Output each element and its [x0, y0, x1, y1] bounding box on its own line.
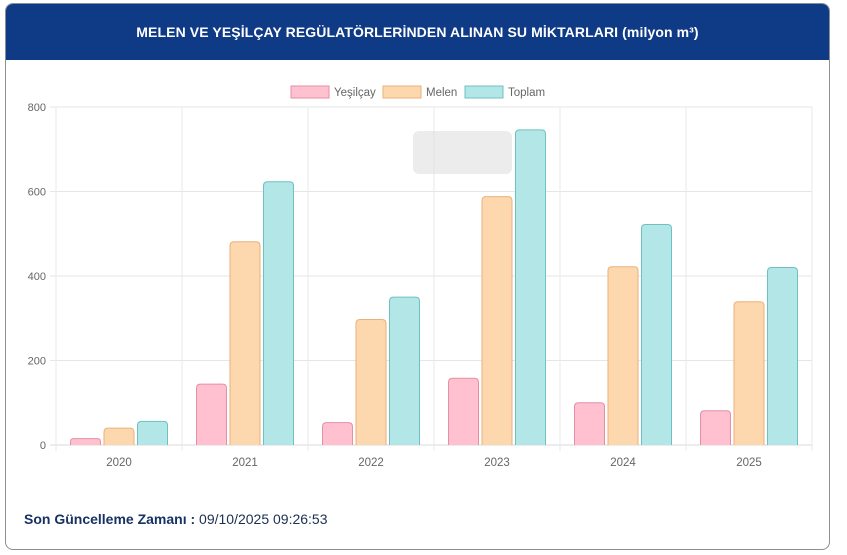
bar-border [607, 266, 639, 445]
legend-label: Toplam [508, 87, 545, 99]
bar-border [322, 422, 353, 445]
legend-label: Yeşilçay [334, 87, 376, 99]
bar-border [103, 427, 135, 445]
bar-toplam [767, 267, 798, 445]
legend-swatch [464, 85, 504, 99]
bar-border [481, 196, 513, 445]
bar-border [641, 223, 672, 445]
bar-yeşilçay [448, 378, 479, 445]
bar-melen [608, 266, 638, 445]
bar-border [733, 301, 765, 445]
bar-border [355, 319, 387, 445]
bar-melen [482, 196, 512, 445]
chart-tooltip [413, 131, 512, 174]
bar-border [700, 410, 731, 445]
bar-yeşilçay [322, 422, 353, 445]
bar-border [767, 267, 798, 445]
bar-yeşilçay [196, 384, 227, 445]
x-tick-label: 2023 [484, 457, 510, 469]
y-tick-label: 600 [28, 187, 46, 199]
bar-melen [356, 319, 386, 445]
card-header: MELEN VE YEŞİLÇAY REGÜLATÖRLERİNDEN ALIN… [6, 4, 829, 60]
bar-yeşilçay [574, 402, 605, 445]
bar-border [515, 129, 546, 445]
bar-border [137, 420, 168, 445]
bar-toplam [137, 421, 168, 445]
bar-border [196, 383, 227, 445]
bar-border [229, 241, 261, 445]
bar-border [70, 438, 101, 445]
bar-border [263, 181, 294, 445]
y-tick-label: 400 [28, 271, 46, 283]
legend-label: Melen [426, 87, 457, 99]
legend-swatch [290, 85, 330, 99]
bar-melen [104, 428, 134, 445]
bar-border [389, 296, 420, 445]
legend-item-yeşilçay[interactable]: Yeşilçay [290, 85, 376, 99]
bar-yeşilçay [700, 410, 731, 445]
chart-title: MELEN VE YEŞİLÇAY REGÜLATÖRLERİNDEN ALIN… [136, 24, 699, 40]
x-tick-label: 2022 [358, 457, 384, 469]
bar-melen [230, 241, 260, 445]
x-tick-label: 2021 [232, 457, 258, 469]
legend-item-melen[interactable]: Melen [382, 85, 457, 99]
bar-border [448, 377, 479, 445]
bar-toplam [515, 129, 546, 445]
x-tick-label: 2025 [736, 457, 762, 469]
x-tick-label: 2024 [610, 457, 636, 469]
y-tick-label: 800 [28, 102, 46, 114]
bar-border [574, 402, 605, 445]
legend-item-toplam[interactable]: Toplam [464, 85, 545, 99]
x-tick-label: 2020 [106, 457, 132, 469]
bar-toplam [263, 181, 294, 445]
bar-toplam [389, 297, 420, 445]
last-updated: Son Güncelleme Zamanı : 09/10/2025 09:26… [24, 511, 328, 527]
y-tick-label: 200 [28, 356, 46, 368]
bar-toplam [641, 224, 672, 445]
last-updated-value: 09/10/2025 09:26:53 [199, 511, 328, 527]
y-tick-label: 0 [40, 440, 46, 452]
bar-yeşilçay [70, 438, 101, 445]
legend-swatch [382, 85, 422, 99]
last-updated-label: Son Güncelleme Zamanı : [24, 511, 196, 527]
bar-melen [734, 301, 764, 445]
